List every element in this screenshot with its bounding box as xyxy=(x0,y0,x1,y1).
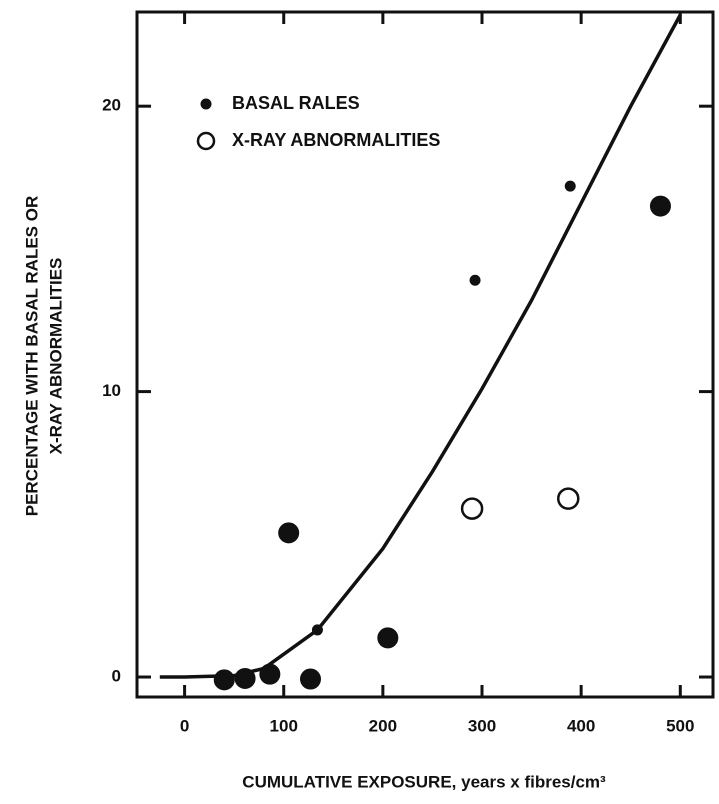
x-tick-label: 500 xyxy=(666,716,694,735)
scatter-point xyxy=(299,668,321,690)
x-tick-label: 300 xyxy=(468,716,496,735)
scatter-point xyxy=(557,487,580,510)
fit-curve xyxy=(159,14,682,679)
y-axis-label: PERCENTAGE WITH BASAL RALES OR X-RAY ABN… xyxy=(22,196,65,517)
scatter-point xyxy=(564,180,576,192)
x-tick-label: 0 xyxy=(180,716,189,735)
scatter-point xyxy=(213,669,235,691)
scatter-point xyxy=(278,522,300,544)
legend-marker xyxy=(200,98,212,110)
legend-label: X-RAY ABNORMALITIES xyxy=(232,130,440,150)
x-axis-label: CUMULATIVE EXPOSURE, years x fibres/cm³ xyxy=(242,772,606,791)
x-tick-label: 100 xyxy=(270,716,298,735)
scatter-point xyxy=(649,195,671,217)
legend-label: BASAL RALES xyxy=(232,93,360,113)
scatter-point xyxy=(469,274,481,286)
y-tick-label: 0 xyxy=(112,667,121,686)
scatter-point xyxy=(460,497,484,520)
x-tick-label: 200 xyxy=(369,716,397,735)
plot-frame xyxy=(135,10,715,699)
y-axis-label-line: PERCENTAGE WITH BASAL RALES OR xyxy=(22,196,41,517)
y-tick-label: 10 xyxy=(102,381,121,400)
y-tick-label: 20 xyxy=(102,96,121,115)
legend-marker xyxy=(196,131,216,151)
x-tick-label: 400 xyxy=(567,716,595,735)
y-axis-label-line: X-RAY ABNORMALITIES xyxy=(46,258,65,455)
scatter-point xyxy=(377,627,399,649)
